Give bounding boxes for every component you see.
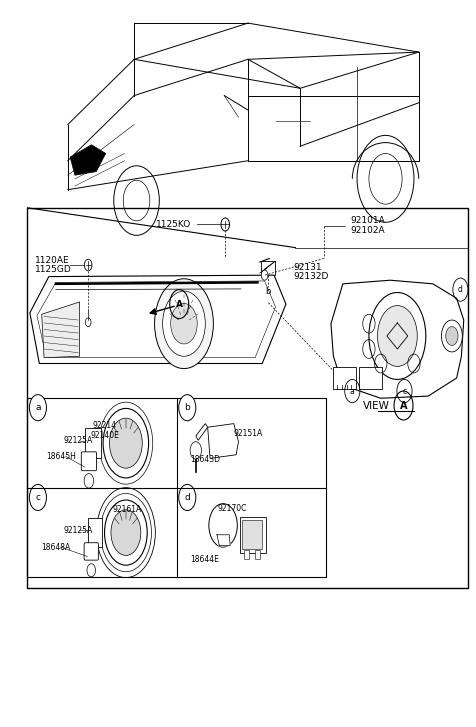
Circle shape	[103, 409, 149, 478]
Circle shape	[162, 291, 205, 356]
Polygon shape	[207, 424, 238, 458]
Circle shape	[84, 260, 92, 270]
Text: b: b	[184, 403, 190, 412]
Text: 1125KO: 1125KO	[156, 220, 191, 229]
Text: A: A	[175, 300, 182, 309]
Text: 1120AE: 1120AE	[35, 256, 69, 265]
Text: c: c	[35, 493, 40, 502]
Bar	[28, 398, 326, 577]
Text: 92161A: 92161A	[112, 505, 142, 514]
Bar	[255, 550, 259, 558]
Circle shape	[85, 318, 91, 326]
Text: 18648A: 18648A	[41, 542, 71, 552]
Circle shape	[368, 292, 425, 379]
Circle shape	[208, 504, 237, 547]
Circle shape	[377, 305, 416, 366]
Bar	[261, 261, 275, 275]
Text: 92125A: 92125A	[63, 436, 92, 446]
Circle shape	[84, 473, 93, 488]
Circle shape	[445, 326, 457, 345]
Text: 92214: 92214	[92, 421, 116, 430]
Polygon shape	[30, 275, 285, 364]
Text: 92170C: 92170C	[217, 504, 246, 513]
Polygon shape	[41, 302, 79, 358]
Bar	[359, 367, 381, 389]
Circle shape	[220, 218, 229, 231]
Bar	[333, 367, 356, 389]
Bar	[85, 428, 100, 458]
Text: 92132D: 92132D	[292, 272, 327, 281]
Polygon shape	[330, 280, 463, 398]
Polygon shape	[196, 424, 207, 441]
Circle shape	[154, 278, 213, 369]
Circle shape	[104, 500, 147, 565]
Bar	[88, 518, 102, 547]
Text: 18644E: 18644E	[190, 555, 218, 563]
Text: 92140E: 92140E	[90, 430, 119, 440]
Text: 92102A: 92102A	[349, 227, 384, 236]
Circle shape	[170, 303, 197, 344]
Circle shape	[261, 270, 268, 280]
Text: d: d	[184, 493, 190, 502]
Circle shape	[190, 442, 201, 459]
Circle shape	[178, 395, 196, 421]
Circle shape	[87, 563, 95, 577]
Text: a: a	[349, 387, 354, 395]
Polygon shape	[70, 145, 106, 175]
Text: 18643D: 18643D	[190, 455, 219, 465]
Bar	[239, 517, 265, 553]
Circle shape	[178, 484, 196, 510]
Bar	[244, 550, 248, 558]
Circle shape	[111, 510, 140, 555]
Circle shape	[30, 395, 46, 421]
Circle shape	[114, 166, 159, 236]
Text: 18645H: 18645H	[46, 451, 76, 461]
Bar	[28, 208, 467, 588]
Circle shape	[109, 418, 142, 468]
Text: d: d	[457, 285, 462, 294]
Text: c: c	[402, 387, 406, 395]
Text: 1125GD: 1125GD	[35, 265, 71, 274]
Text: 92125A: 92125A	[63, 526, 92, 535]
Text: 92151A: 92151A	[233, 428, 262, 438]
Text: 92131: 92131	[292, 263, 321, 273]
Circle shape	[30, 484, 46, 510]
Circle shape	[441, 320, 461, 352]
Bar	[241, 521, 262, 550]
FancyBboxPatch shape	[81, 452, 96, 470]
Text: A: A	[399, 401, 407, 411]
Text: a: a	[35, 403, 40, 412]
Text: 92101A: 92101A	[349, 217, 384, 225]
Polygon shape	[217, 535, 230, 546]
Text: b: b	[265, 286, 270, 296]
Text: VIEW: VIEW	[363, 401, 389, 411]
FancyBboxPatch shape	[84, 543, 98, 560]
Circle shape	[357, 135, 413, 222]
